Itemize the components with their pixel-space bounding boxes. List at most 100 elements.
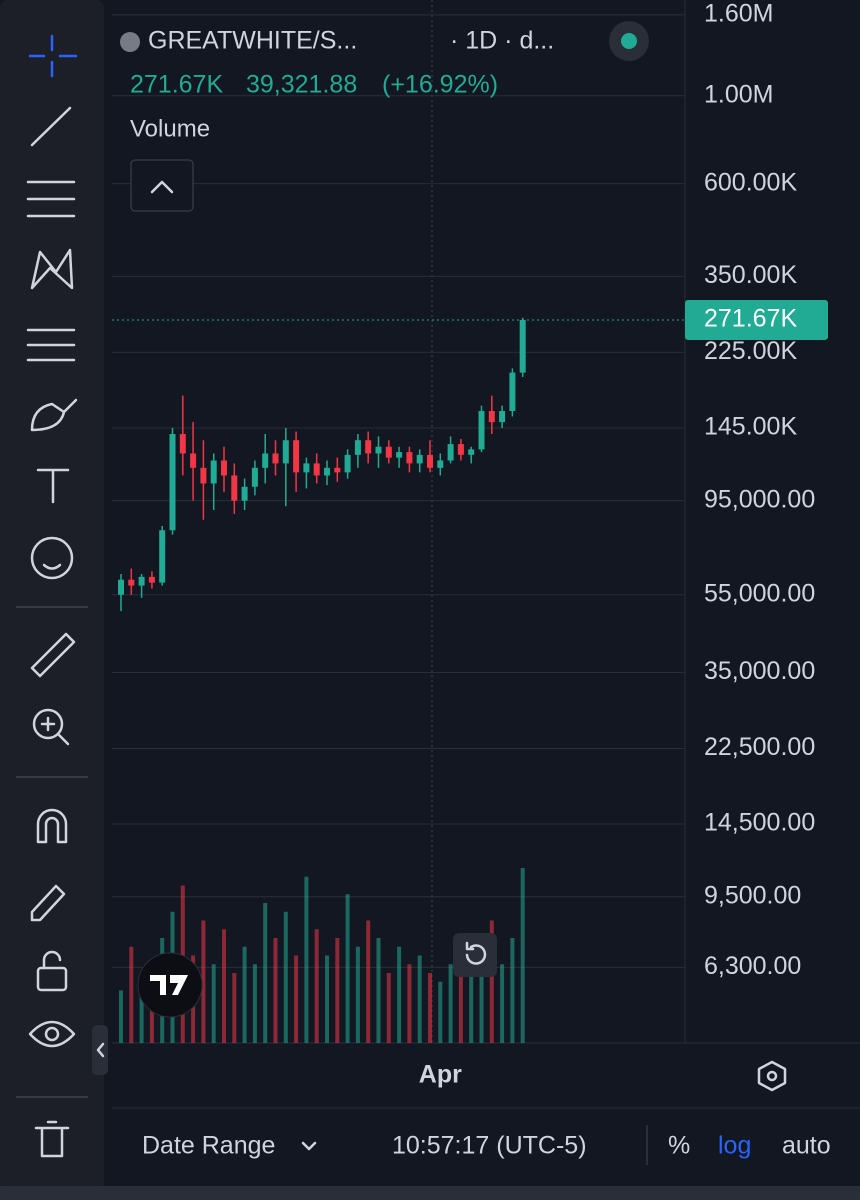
interval[interactable]: · 1D · d... [450, 27, 554, 55]
volume-bar [448, 964, 453, 1043]
forecast-tool[interactable] [26, 328, 76, 362]
candle-body [375, 446, 382, 454]
volume-bar [232, 973, 237, 1043]
zoom-tool[interactable] [32, 708, 70, 746]
y-tick-label: 95,000.00 [704, 485, 815, 513]
toolbar-separators [16, 606, 88, 1098]
volume-bar [458, 938, 463, 1043]
candle-body [334, 467, 341, 473]
toolbar-icons [16, 34, 88, 1158]
candle-body [519, 319, 526, 373]
candle-body [282, 440, 289, 464]
volume-bar [510, 938, 515, 1043]
candle-body [200, 467, 207, 484]
y-tick-label: 14,500.00 [704, 809, 815, 837]
candle-body [303, 463, 310, 473]
volume-bar [263, 903, 268, 1043]
lock-tool[interactable] [36, 950, 68, 992]
candle-body [509, 372, 516, 412]
candles [118, 317, 526, 612]
candle-body [190, 453, 197, 468]
candle-body [354, 440, 361, 455]
log-toggle[interactable]: log [718, 1132, 751, 1160]
pattern-tool[interactable] [30, 248, 74, 290]
candle-body [179, 433, 186, 454]
percent-toggle[interactable]: % [668, 1132, 690, 1160]
status-dot [621, 33, 637, 49]
volume-bar [283, 911, 288, 1043]
collapse-handle[interactable] [92, 1025, 108, 1075]
volume-bar [222, 929, 226, 1043]
collapse-indicators[interactable] [130, 159, 194, 212]
tv-logo[interactable] [137, 952, 203, 1018]
date-range[interactable]: Date Range [142, 1132, 275, 1160]
candle-body [231, 475, 238, 501]
volume-bar [479, 946, 484, 1043]
auto-toggle[interactable]: auto [782, 1132, 831, 1160]
crosshair-tool[interactable] [28, 34, 78, 78]
volume-bar [407, 964, 412, 1043]
clock: 10:57:17 (UTC-5) [392, 1132, 587, 1160]
volume-bar [345, 894, 350, 1043]
volume-bar [335, 938, 340, 1043]
text-tool[interactable] [36, 468, 70, 504]
emoji-tool[interactable] [30, 536, 74, 580]
reset-button[interactable] [453, 933, 497, 977]
candle-body [169, 433, 176, 531]
y-tick-label: 350.00K [704, 261, 797, 289]
candle-body [293, 440, 300, 473]
toolbar [0, 0, 104, 1190]
hide-tool[interactable] [28, 1020, 76, 1048]
magnet-tool[interactable] [36, 808, 68, 844]
settings-icon[interactable] [757, 1060, 787, 1092]
x-tick-label: Apr [419, 1061, 462, 1089]
volume-bar [304, 876, 309, 1043]
last-price-tag-label: 271.67K [704, 305, 797, 333]
trendline-tool[interactable] [30, 106, 72, 147]
last-price-tag [685, 299, 828, 340]
volume-bar [417, 955, 422, 1043]
volume-bar [149, 981, 154, 1043]
symbol-logo [120, 32, 140, 52]
volume-bar [242, 946, 247, 1043]
candle-body [313, 463, 320, 476]
volume-bar [325, 955, 329, 1043]
volume-bar [500, 964, 505, 1043]
y-tick-label: 1.00M [704, 80, 773, 108]
brush-tool[interactable] [30, 398, 78, 432]
volume-bar [469, 973, 474, 1043]
volume-bar [252, 964, 257, 1043]
reset-icon [465, 941, 487, 965]
volume-bar [376, 938, 381, 1043]
delete-tool[interactable] [34, 1120, 70, 1158]
volume-bar [397, 946, 402, 1043]
volume-bar [314, 929, 319, 1043]
candle-body [468, 449, 475, 455]
grid [112, 14, 685, 968]
candle-body [324, 467, 330, 476]
tv-logo-mark [150, 975, 188, 995]
y-tick-label: 600.00K [704, 168, 797, 196]
candle-body [427, 454, 433, 468]
fib-tool[interactable] [26, 180, 76, 218]
lock-draw-tool[interactable] [30, 884, 66, 922]
change-percent: (+16.92%) [382, 71, 498, 99]
y-tick-label: 55,000.00 [704, 579, 815, 607]
candle-body [437, 460, 444, 468]
candle-body [221, 460, 227, 476]
volume-bar [386, 973, 391, 1043]
candle-body [148, 576, 155, 583]
ruler-tool[interactable] [30, 632, 76, 678]
volume-bar [489, 920, 494, 1043]
candle-body [138, 576, 145, 586]
volume-bar [201, 920, 206, 1043]
volume-bar [211, 964, 216, 1043]
candle-body [447, 444, 454, 461]
candle-body [385, 446, 392, 458]
candle-body [251, 467, 258, 487]
candle-body [262, 453, 269, 468]
volume-bar [273, 938, 278, 1043]
symbol[interactable]: GREATWHITE/S... [148, 27, 357, 55]
